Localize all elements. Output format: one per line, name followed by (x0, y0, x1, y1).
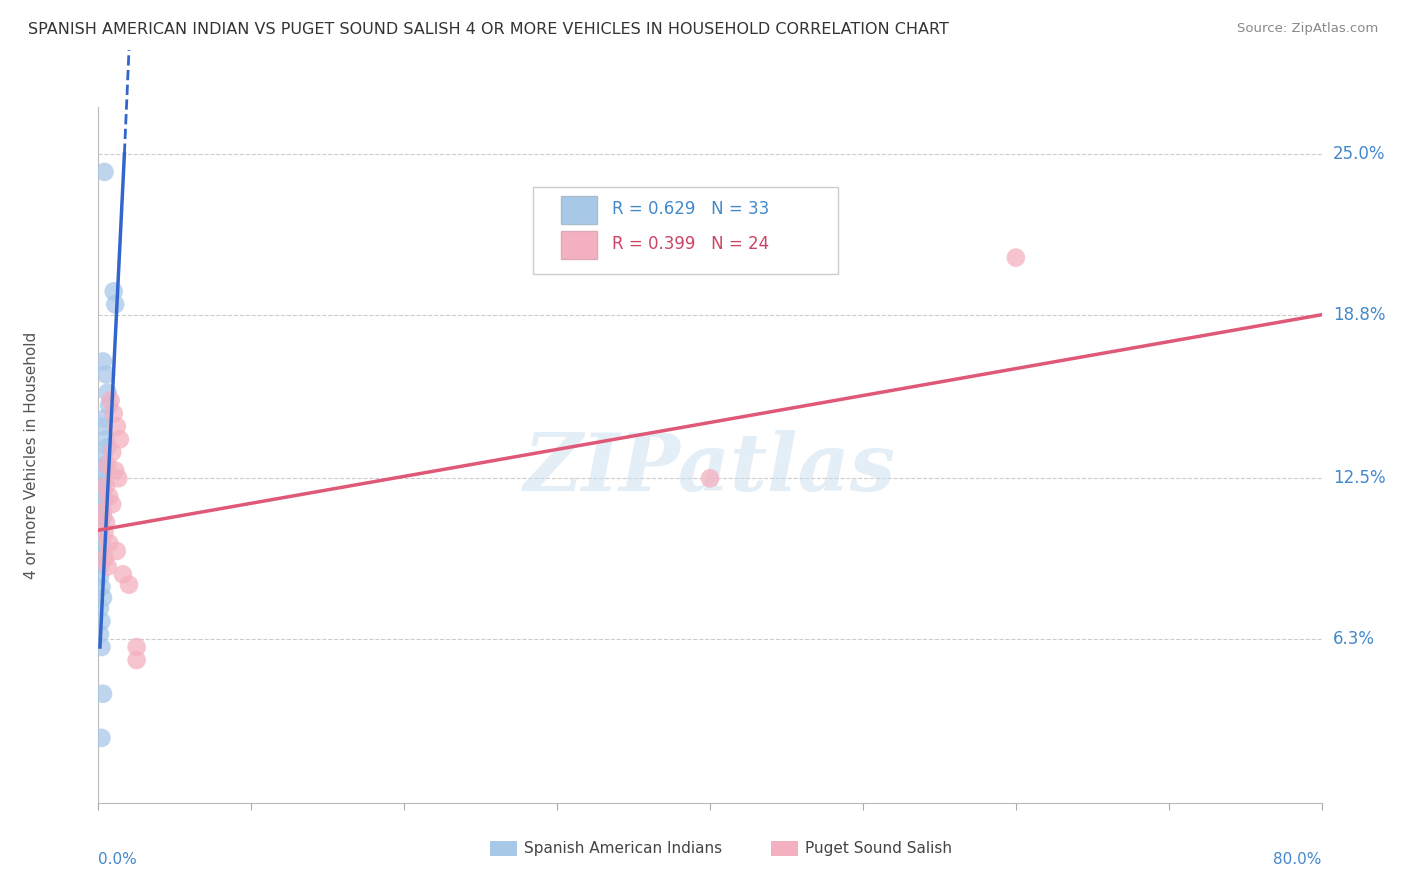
FancyBboxPatch shape (533, 187, 838, 274)
Point (91, 354, 114, 368)
Bar (561, 196, 598, 224)
Point (90, 557, 112, 571)
Text: R = 0.399   N = 24: R = 0.399 N = 24 (612, 235, 769, 253)
Point (125, 640, 148, 654)
Text: 25.0%: 25.0% (1333, 145, 1385, 162)
Point (125, 653, 148, 667)
Point (91, 419, 114, 434)
Point (90, 580, 112, 594)
Point (1004, 251, 1026, 265)
Point (90, 536, 112, 550)
Point (93, 165, 115, 179)
Point (91, 591, 114, 605)
Point (104, 297, 127, 311)
Point (93, 525, 115, 540)
Point (97, 385, 120, 400)
Point (118, 578, 141, 592)
Text: SPANISH AMERICAN INDIAN VS PUGET SOUND SALISH 4 OR MORE VEHICLES IN HOUSEHOLD CO: SPANISH AMERICAN INDIAN VS PUGET SOUND S… (28, 22, 949, 37)
Text: 6.3%: 6.3% (1333, 631, 1375, 648)
Point (90, 518, 112, 533)
Point (91, 687, 114, 701)
Bar (489, 841, 517, 856)
Text: ZIPatlas: ZIPatlas (524, 430, 896, 508)
Point (105, 419, 128, 434)
Point (91, 476, 114, 491)
Point (90, 466, 112, 480)
Point (89, 570, 111, 584)
Point (93, 458, 115, 473)
Point (90, 640, 112, 654)
Text: Spanish American Indians: Spanish American Indians (524, 841, 723, 856)
Point (98, 490, 121, 504)
Point (91, 505, 114, 519)
Text: 12.5%: 12.5% (1333, 469, 1385, 487)
Point (90, 731, 112, 745)
Point (94, 479, 117, 493)
Bar (772, 841, 799, 856)
Text: 18.8%: 18.8% (1333, 306, 1385, 324)
Point (98, 536, 121, 550)
Bar (561, 231, 598, 259)
Text: Puget Sound Salish: Puget Sound Salish (806, 841, 952, 856)
Point (103, 285, 125, 299)
Point (100, 393, 122, 408)
Point (105, 544, 128, 558)
Text: R = 0.629   N = 33: R = 0.629 N = 33 (612, 201, 769, 219)
Text: 0.0%: 0.0% (98, 852, 138, 866)
Point (699, 471, 721, 485)
Text: 4 or more Vehicles in Household: 4 or more Vehicles in Household (24, 331, 38, 579)
Point (107, 471, 129, 485)
Point (94, 368, 117, 382)
Point (101, 497, 124, 511)
Point (90, 484, 112, 499)
Point (90, 614, 112, 628)
Point (93, 491, 115, 506)
Point (94, 516, 117, 530)
Text: Source: ZipAtlas.com: Source: ZipAtlas.com (1237, 22, 1378, 36)
Point (97, 440, 120, 454)
Point (94, 433, 117, 447)
Point (89, 525, 111, 540)
Point (97, 458, 120, 473)
Point (103, 406, 125, 420)
Point (104, 463, 127, 477)
Point (89, 601, 111, 615)
Point (93, 411, 115, 425)
Point (111, 567, 134, 582)
Text: 80.0%: 80.0% (1274, 852, 1322, 866)
Point (89, 547, 111, 561)
Point (97, 559, 120, 574)
Point (98, 399, 121, 413)
Point (89, 627, 111, 641)
Point (101, 445, 124, 459)
Point (93, 551, 115, 566)
Point (90, 502, 112, 516)
Point (108, 433, 131, 447)
Point (91, 450, 114, 465)
Point (91, 510, 114, 524)
